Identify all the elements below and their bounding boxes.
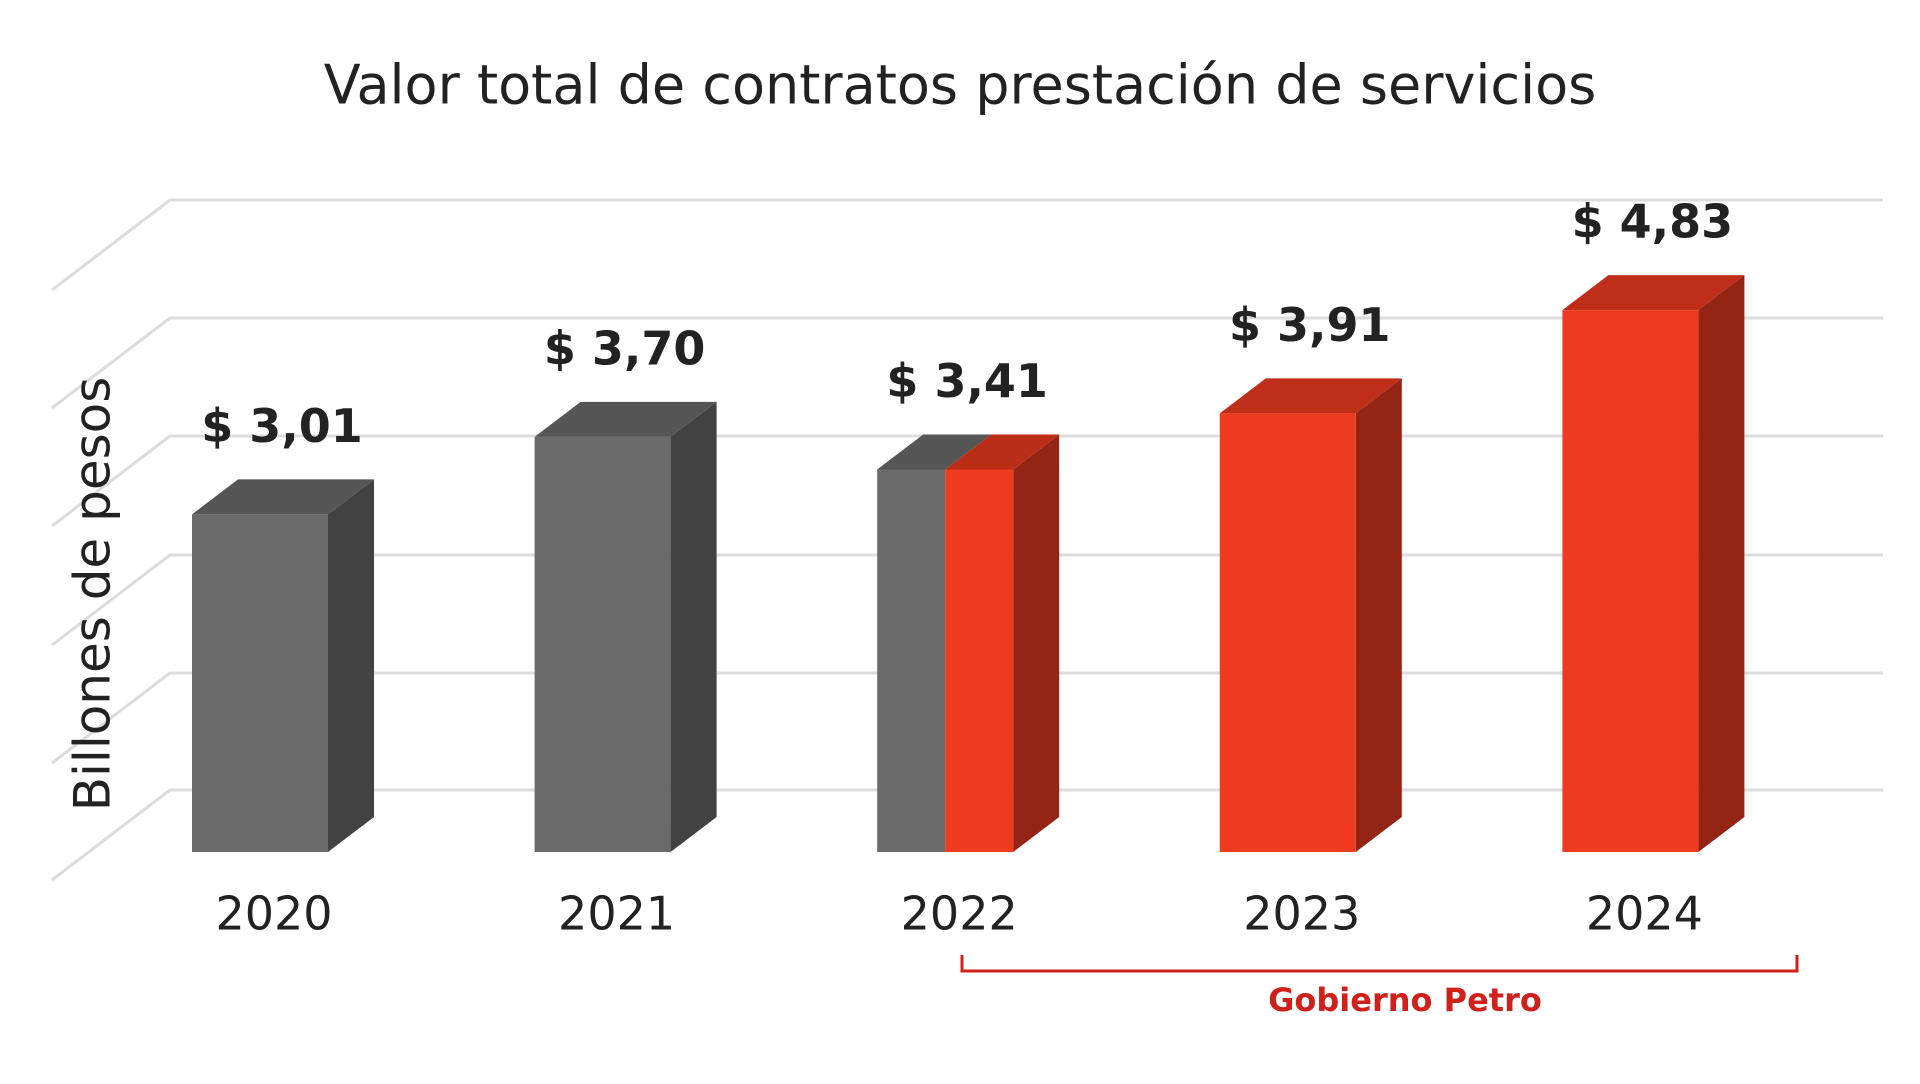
bar-top bbox=[1219, 378, 1402, 414]
chart-title: Valor total de contratos prestación de s… bbox=[324, 54, 1597, 117]
bar-side bbox=[328, 479, 374, 852]
bar bbox=[945, 469, 1014, 852]
value-label: $ 3,70 bbox=[544, 321, 706, 375]
x-tick-label: 2021 bbox=[558, 887, 675, 941]
grid-line bbox=[51, 198, 1883, 292]
value-label: $ 3,01 bbox=[201, 399, 363, 453]
x-tick-label: 2022 bbox=[901, 887, 1018, 941]
bar bbox=[534, 436, 671, 852]
bar-side bbox=[670, 401, 717, 852]
bar-top bbox=[877, 434, 992, 470]
bar bbox=[877, 469, 946, 852]
x-tick-label: 2024 bbox=[1586, 887, 1703, 941]
bar-side bbox=[1355, 378, 1402, 852]
value-label: $ 3,91 bbox=[1229, 298, 1391, 352]
grid bbox=[51, 198, 1883, 882]
bracket bbox=[960, 955, 1799, 973]
bar bbox=[1562, 310, 1699, 852]
bar-side bbox=[1013, 434, 1060, 852]
grid-line bbox=[51, 316, 1883, 410]
annotation: Gobierno Petro bbox=[1268, 981, 1542, 1019]
value-label: $ 4,83 bbox=[1572, 195, 1734, 249]
bar bbox=[1219, 413, 1356, 852]
x-tick-label: 2023 bbox=[1243, 887, 1360, 941]
value-label: $ 3,41 bbox=[886, 354, 1048, 408]
bar bbox=[192, 514, 328, 852]
x-tick-label: 2020 bbox=[215, 887, 332, 941]
bar-top bbox=[192, 479, 374, 515]
bar-top bbox=[945, 434, 1060, 470]
bar-top bbox=[534, 401, 717, 437]
bar-top bbox=[1562, 275, 1745, 311]
bar-side bbox=[1698, 275, 1745, 852]
y-axis-label: Billones de pesos bbox=[64, 377, 122, 812]
